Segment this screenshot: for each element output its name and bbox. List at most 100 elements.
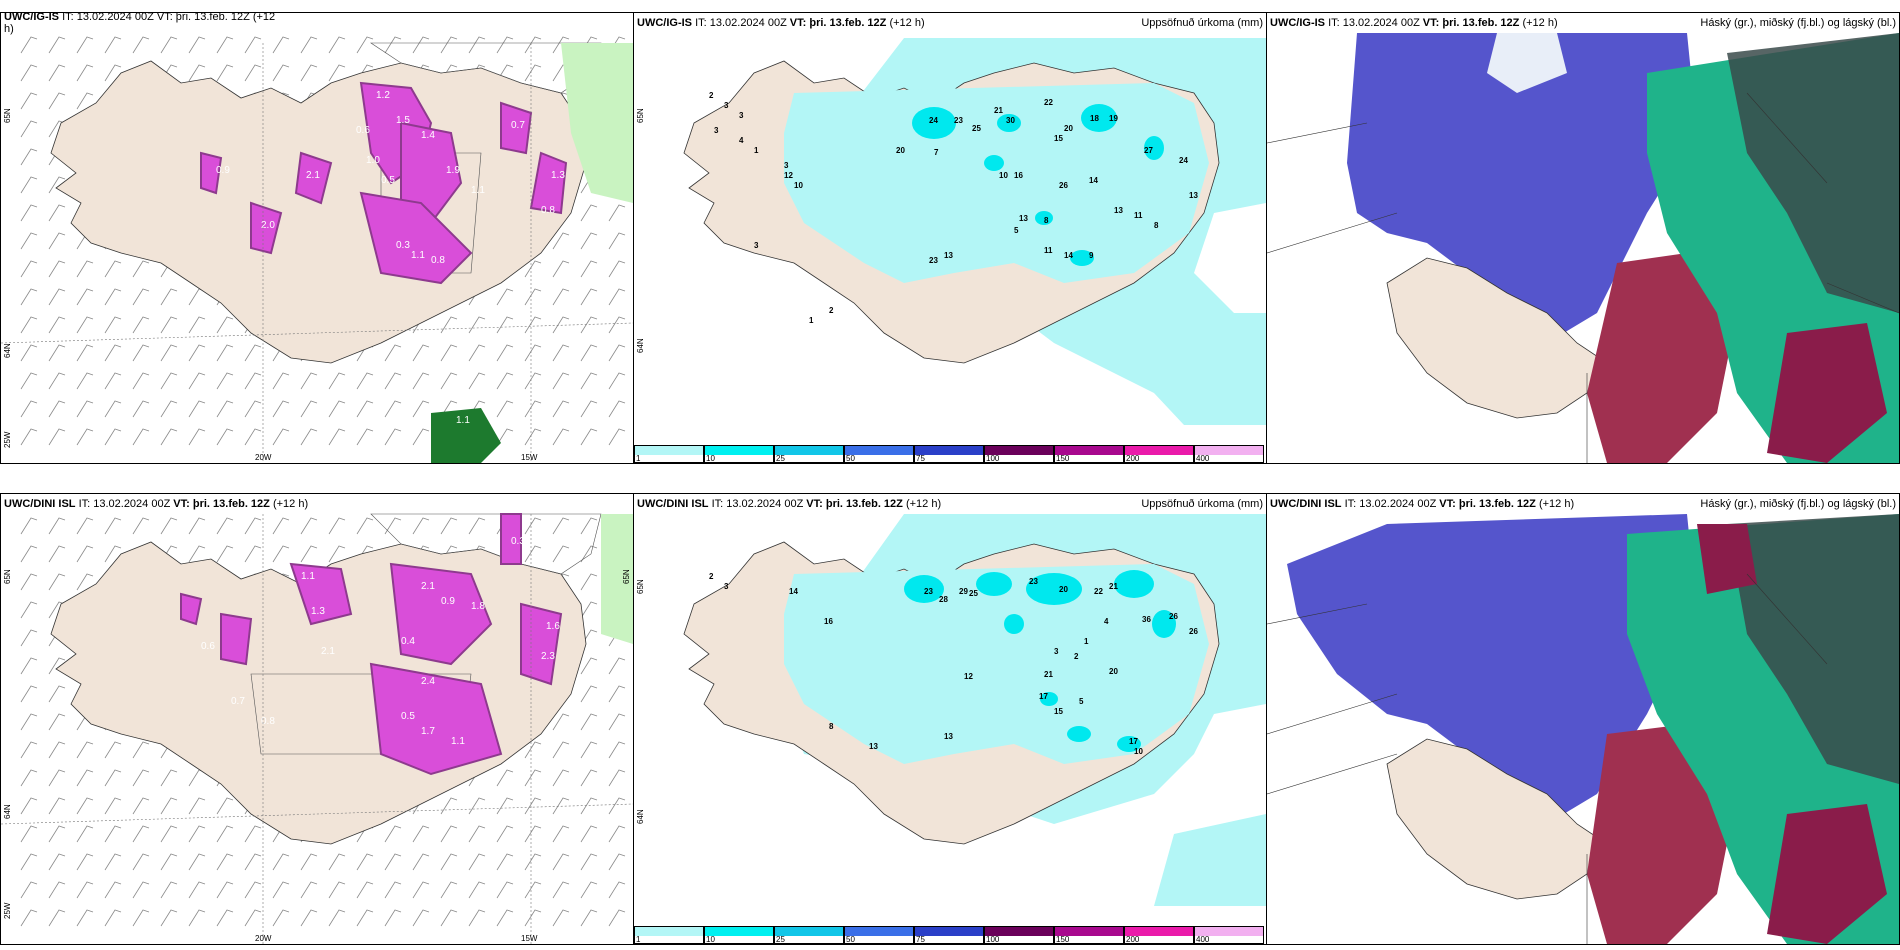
wind-barb xyxy=(440,400,458,418)
wind-barb xyxy=(160,36,178,54)
precip-value: 23 xyxy=(954,116,963,125)
wind-barb xyxy=(580,204,598,222)
wind-barb xyxy=(76,881,94,899)
wind-barb xyxy=(328,64,346,82)
legend-swatch xyxy=(1195,927,1263,936)
lat-label: 65N xyxy=(3,569,12,584)
wind-barb xyxy=(20,909,38,927)
wind-barb xyxy=(356,428,374,446)
legend-cell: 150 xyxy=(1054,445,1124,463)
wind-barb xyxy=(20,260,38,278)
wind-barb xyxy=(356,36,374,54)
wind-barb xyxy=(244,64,262,82)
precip-value: 3 xyxy=(784,161,789,170)
wind-barb xyxy=(328,36,346,54)
wind-value: 2.0 xyxy=(401,405,415,416)
legend-swatch xyxy=(1195,446,1263,455)
wind-barb xyxy=(132,853,150,871)
legend-cell: 200 xyxy=(1124,926,1194,944)
cloud-low-area xyxy=(1347,33,1697,343)
wind-barb xyxy=(384,853,402,871)
legend-label: 25 xyxy=(776,935,785,944)
wind-barb xyxy=(244,36,262,54)
wind-barb xyxy=(48,316,66,334)
precip-value: 23 xyxy=(929,256,938,265)
precip-value: 8 xyxy=(1154,221,1159,230)
legend-cell: 25 xyxy=(774,445,844,463)
legend-swatch xyxy=(635,446,703,455)
wind-barb xyxy=(20,232,38,250)
wind-barb xyxy=(132,344,150,362)
wind-barb xyxy=(104,316,122,334)
wind-barb xyxy=(496,428,514,446)
wind-barb xyxy=(496,909,514,927)
wind-value: 0.8 xyxy=(261,716,275,727)
wind-barb xyxy=(524,853,542,871)
wind-barb xyxy=(48,64,66,82)
wind-barb xyxy=(384,36,402,54)
wind-barb xyxy=(300,545,318,563)
cloud-mid-area xyxy=(1587,253,1737,463)
wind-value: 0.9 xyxy=(441,596,455,607)
precip-value: 26 xyxy=(1189,627,1198,636)
wind-barb xyxy=(160,288,178,306)
legend-label: 400 xyxy=(1196,454,1210,463)
wind-barb xyxy=(608,204,626,222)
precip-value: 3 xyxy=(739,111,744,120)
wind-barb xyxy=(496,344,514,362)
precip-value: 8 xyxy=(1044,216,1049,225)
header-wrap: h) xyxy=(4,23,14,35)
precip-value: 25 xyxy=(972,124,981,133)
cloud-mid-area xyxy=(1697,524,1757,594)
precip-value: 9 xyxy=(1089,251,1094,260)
wind-barb xyxy=(580,232,598,250)
lat-label: 64N xyxy=(636,809,645,824)
precip-value: 14 xyxy=(789,587,798,596)
wind-barb xyxy=(300,64,318,82)
wind-barb xyxy=(132,769,150,787)
wind-barb xyxy=(48,344,66,362)
wind-barb xyxy=(300,881,318,899)
lon-label: 25W xyxy=(3,431,12,448)
wind-barb xyxy=(356,517,374,535)
wind-barb xyxy=(384,881,402,899)
wind-value: 0.6 xyxy=(201,641,215,652)
wind-barb xyxy=(468,909,486,927)
wind-barb xyxy=(20,372,38,390)
wind-value: 2.3 xyxy=(541,651,555,662)
legend-swatch xyxy=(845,927,913,936)
wind-barb xyxy=(328,909,346,927)
wind-barb xyxy=(272,400,290,418)
wind-barb xyxy=(440,344,458,362)
wind-barb xyxy=(76,545,94,563)
precip-value: 25 xyxy=(969,589,978,598)
precip-value: 10 xyxy=(1134,747,1143,756)
wind-barb xyxy=(552,316,570,334)
precip-value: 1 xyxy=(754,146,759,155)
legend-cell: 200 xyxy=(1124,445,1194,463)
legend-cell: 1 xyxy=(634,926,704,944)
wind-magenta-areas xyxy=(180,513,563,776)
legend-label: 10 xyxy=(706,454,715,463)
wind-barb xyxy=(608,881,626,899)
lat-label: 64N xyxy=(636,338,645,353)
wind-barb xyxy=(188,853,206,871)
legend-swatch xyxy=(635,927,703,936)
lat-label: 64N xyxy=(3,804,12,819)
wind-barb xyxy=(356,853,374,871)
wind-barb xyxy=(160,909,178,927)
wind-barb xyxy=(580,545,598,563)
legend-cell: 100 xyxy=(984,926,1054,944)
wind-barb xyxy=(524,344,542,362)
legend-label: 25 xyxy=(776,454,785,463)
precip-value: 20 xyxy=(1064,124,1073,133)
wind-barb xyxy=(608,260,626,278)
wind-barb xyxy=(160,344,178,362)
wind-barb xyxy=(216,517,234,535)
wind-barb xyxy=(328,881,346,899)
wind-barb xyxy=(580,797,598,815)
wind-barb xyxy=(524,288,542,306)
wind-barb xyxy=(496,797,514,815)
wind-barb xyxy=(580,601,598,619)
green-dark-zone xyxy=(431,408,501,463)
